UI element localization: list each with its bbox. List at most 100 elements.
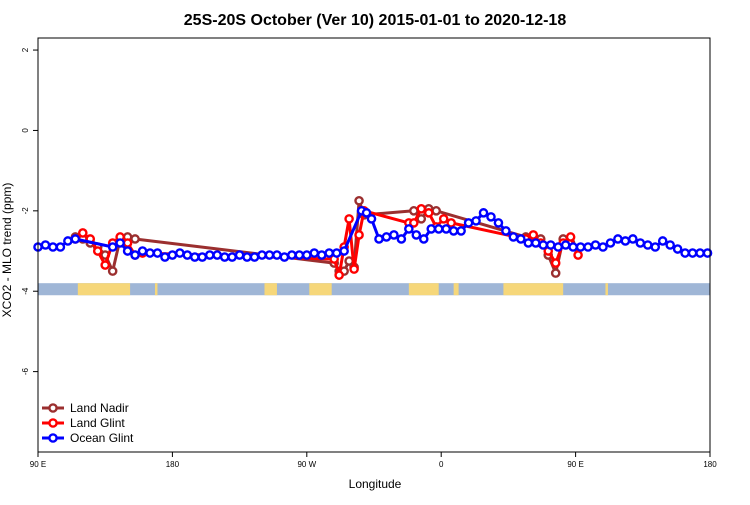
- ocean-glint-point: [695, 248, 705, 258]
- ocean-glint-point: [374, 234, 384, 244]
- ocean-glint-point: [486, 212, 496, 222]
- ocean-glint-point: [687, 248, 698, 258]
- ocean-glint-point: [249, 252, 260, 262]
- ocean-glint-point: [197, 252, 208, 262]
- land-glint-point: [446, 218, 456, 228]
- land-nadir-line: [74, 199, 572, 275]
- ocean-glint-point: [182, 250, 193, 260]
- land-segment-6: [503, 283, 564, 296]
- ocean-glint-point: [145, 248, 155, 258]
- land-glint-point: [334, 270, 344, 280]
- land-segment-1: [154, 283, 158, 296]
- ocean-glint-point: [160, 252, 170, 262]
- ocean-glint-point: [381, 232, 392, 242]
- land-nadir-point: [354, 195, 364, 206]
- y-tick-label: 0: [21, 128, 30, 133]
- legend-item-land-glint: Land Glint: [42, 416, 125, 430]
- ocean-glint-point: [426, 224, 437, 234]
- ocean-glint-point: [680, 248, 690, 258]
- ocean-glint-point: [175, 248, 185, 258]
- ocean-glint-point: [650, 242, 661, 252]
- ocean-glint-point: [130, 250, 140, 260]
- land-glint-point: [349, 264, 359, 274]
- land-segment-7: [605, 283, 608, 296]
- ocean-glint-point: [212, 250, 222, 260]
- land-glint-point: [354, 230, 364, 240]
- legend-swatch-marker: [48, 418, 58, 428]
- ocean-glint-point: [396, 234, 407, 244]
- x-tick-label: 90 W: [297, 460, 316, 469]
- ocean-glint-point: [598, 242, 608, 252]
- ocean-glint-point: [672, 244, 683, 254]
- ocean-glint-point: [613, 234, 623, 244]
- ocean-glint-point: [642, 240, 653, 250]
- ocean-glint-point: [508, 232, 519, 242]
- legend-label: Land Nadir: [70, 401, 129, 415]
- ocean-glint-point: [55, 242, 66, 252]
- land-nadir-point: [416, 214, 427, 224]
- land-glint-point: [100, 260, 110, 270]
- land-glint-point: [416, 204, 427, 214]
- ocean-glint-point: [272, 250, 282, 260]
- ocean-glint-point: [523, 238, 534, 248]
- x-tick-label: 90 E: [30, 460, 46, 469]
- ocean-glint-point: [167, 250, 178, 260]
- ocean-glint-point: [575, 242, 586, 252]
- x-tick-label: 0: [439, 460, 444, 469]
- x-axis-label: Longitude: [349, 477, 402, 491]
- ocean-glint-point: [294, 250, 305, 260]
- ocean-glint-point: [227, 252, 237, 262]
- ocean-glint-point: [657, 236, 668, 246]
- ocean-glint-point: [620, 236, 631, 246]
- land-glint-point: [122, 238, 133, 248]
- series-layer: [33, 195, 713, 280]
- land-ocean-band: [38, 283, 710, 296]
- land-glint-point: [92, 246, 103, 256]
- y-tick-label: 2: [21, 47, 30, 52]
- land-segment-4: [408, 283, 439, 296]
- ocean-glint-point: [568, 242, 578, 252]
- ocean-glint-point: [516, 234, 526, 244]
- axes-layer: 90 E 180 90 W 0 90 E 180 2 0 -2 -4 -6: [21, 37, 717, 469]
- land-nadir-point: [550, 268, 561, 278]
- ocean-glint-point: [448, 226, 459, 236]
- land-nadir-point: [409, 206, 419, 216]
- ocean-glint-point: [152, 248, 163, 258]
- land-segment-3: [309, 283, 332, 296]
- ocean-glint-point: [590, 240, 601, 250]
- land-nadir-point: [130, 234, 140, 244]
- ocean-glint-point: [441, 224, 451, 234]
- ocean-glint-point: [501, 226, 511, 236]
- x-tick-label: 180: [703, 460, 717, 469]
- ocean-glint-point: [324, 248, 335, 258]
- ocean-glint-point: [257, 250, 267, 260]
- x-tick-label: 180: [166, 460, 180, 469]
- ocean-glint-point: [279, 252, 290, 262]
- ocean-glint-point: [389, 230, 399, 240]
- ocean-band: [38, 283, 710, 296]
- ocean-glint-point: [665, 240, 675, 250]
- ocean-glint-point: [107, 242, 118, 252]
- ocean-glint-point: [48, 242, 58, 252]
- ocean-glint-point: [63, 236, 73, 246]
- land-glint-point: [344, 214, 354, 224]
- land-nadir-point: [107, 266, 118, 276]
- ocean-glint-series: [33, 206, 713, 262]
- land-glint-point: [528, 230, 539, 240]
- ocean-glint-point: [316, 250, 327, 260]
- land-glint-point: [550, 258, 561, 268]
- ocean-glint-point: [309, 248, 320, 258]
- ocean-glint-point: [115, 238, 125, 248]
- land-glint-point: [78, 228, 88, 238]
- land-nadir-series: [70, 195, 576, 278]
- ocean-glint-point: [530, 238, 541, 248]
- legend-swatch-marker: [48, 433, 58, 443]
- ocean-glint-point: [433, 224, 444, 234]
- ocean-glint-point: [456, 226, 466, 236]
- legend-swatch-marker: [48, 403, 58, 413]
- y-tick-label: -2: [21, 207, 30, 215]
- ocean-glint-point: [331, 248, 342, 258]
- ocean-glint-point: [122, 246, 133, 256]
- land-segment-5: [453, 283, 459, 296]
